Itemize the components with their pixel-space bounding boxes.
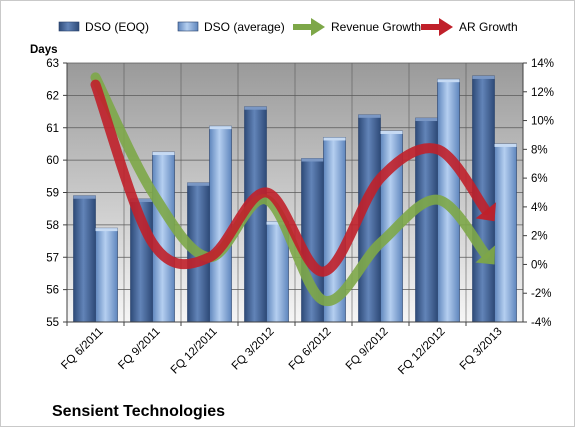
left-tick-label-3: 58 — [46, 220, 59, 232]
right-tick-label-9: 14% — [531, 58, 554, 70]
bar-dso-average-7 — [494, 143, 517, 323]
bar-cap-dso-eoq-7 — [472, 75, 495, 79]
right-tick-label-0: -4% — [531, 317, 551, 329]
legend-swatch-dso-average- — [177, 21, 199, 32]
left-tick-label-0: 55 — [46, 317, 59, 329]
bar-cap-dso-average-5 — [380, 130, 403, 134]
left-tick-label-8: 63 — [46, 58, 59, 70]
x-tick-label-1: FQ 9/2011 — [116, 326, 162, 372]
x-tick-label-3: FQ 3/2012 — [230, 326, 277, 373]
bar-cap-dso-eoq-6 — [415, 118, 438, 122]
revenue-growth-line — [90, 72, 491, 306]
right-tick-label-2: 0% — [531, 259, 548, 271]
bar-cap-dso-eoq-3 — [244, 106, 267, 110]
left-tick-label-7: 62 — [46, 90, 59, 102]
x-tick-label-0: FQ 6/2011 — [59, 326, 105, 372]
growth-arrows — [90, 72, 496, 306]
bar-dso-eoq-0 — [73, 195, 96, 323]
right-tick-label-1: -2% — [531, 288, 551, 300]
left-tick-label-1: 56 — [46, 285, 59, 297]
revenue-growth-arrowhead — [475, 245, 496, 265]
bar-cap-dso-average-4 — [323, 137, 346, 141]
x-tick-label-5: FQ 9/2012 — [344, 326, 391, 373]
legend-swatch-revenue-growth — [293, 24, 313, 30]
right-tick-label-8: 12% — [531, 87, 554, 99]
bar-cap-dso-eoq-4 — [301, 158, 324, 162]
legend-swatch-dso-eoq- — [58, 21, 80, 32]
x-tick-label-7: FQ 3/2013 — [458, 326, 505, 373]
bar-dso-average-1 — [152, 151, 175, 323]
legend-arrow-revenue-growth — [311, 18, 325, 36]
right-tick-label-3: 2% — [531, 231, 548, 243]
bar-cap-dso-average-1 — [152, 152, 175, 156]
legend-arrow-ar-growth — [439, 18, 453, 36]
bar-cap-dso-average-3 — [266, 221, 289, 225]
left-tick-label-4: 59 — [46, 188, 59, 200]
left-tick-label-5: 60 — [46, 155, 59, 167]
legend: DSO (EOQ) DSO (average) Revenue Growth AR G… — [58, 18, 518, 36]
bar-dso-average-2 — [209, 125, 232, 323]
right-tick-label-5: 6% — [531, 173, 548, 185]
bar-cap-dso-eoq-0 — [73, 195, 96, 199]
legend-label-revenue-growth: Revenue Growth — [331, 20, 421, 34]
bar-cap-dso-average-2 — [209, 126, 232, 130]
legend-swatch-ar-growth — [421, 24, 441, 30]
legend-label-dso-average-: DSO (average) — [204, 20, 285, 34]
y-axis-label: Days — [30, 44, 58, 56]
left-tick-label-2: 57 — [46, 252, 59, 264]
bar-cap-dso-eoq-2 — [187, 182, 210, 186]
legend-label-dso-eoq-: DSO (EOQ) — [85, 20, 149, 34]
x-tick-label-2: FQ 12/2011 — [169, 326, 220, 377]
right-tick-label-7: 10% — [531, 116, 554, 128]
chart-title: Sensient Technologies — [52, 403, 225, 420]
bar-dso-average-0 — [95, 227, 118, 323]
bar-cap-dso-eoq-5 — [358, 114, 381, 118]
bar-cap-dso-eoq-1 — [130, 198, 153, 202]
x-tick-label-4: FQ 6/2012 — [287, 326, 334, 373]
right-tick-label-6: 8% — [531, 144, 548, 156]
bar-cap-dso-average-6 — [437, 79, 460, 83]
ar-growth-line — [90, 79, 491, 277]
left-tick-label-6: 61 — [46, 123, 59, 135]
bar-cap-dso-average-7 — [494, 143, 517, 147]
ar-growth-arrowhead — [475, 202, 496, 222]
x-tick-label-6: FQ 12/2012 — [396, 326, 447, 377]
legend-label-ar-growth: AR Growth — [459, 20, 518, 34]
bar-cap-dso-average-0 — [95, 228, 118, 232]
right-tick-label-4: 4% — [531, 202, 548, 214]
